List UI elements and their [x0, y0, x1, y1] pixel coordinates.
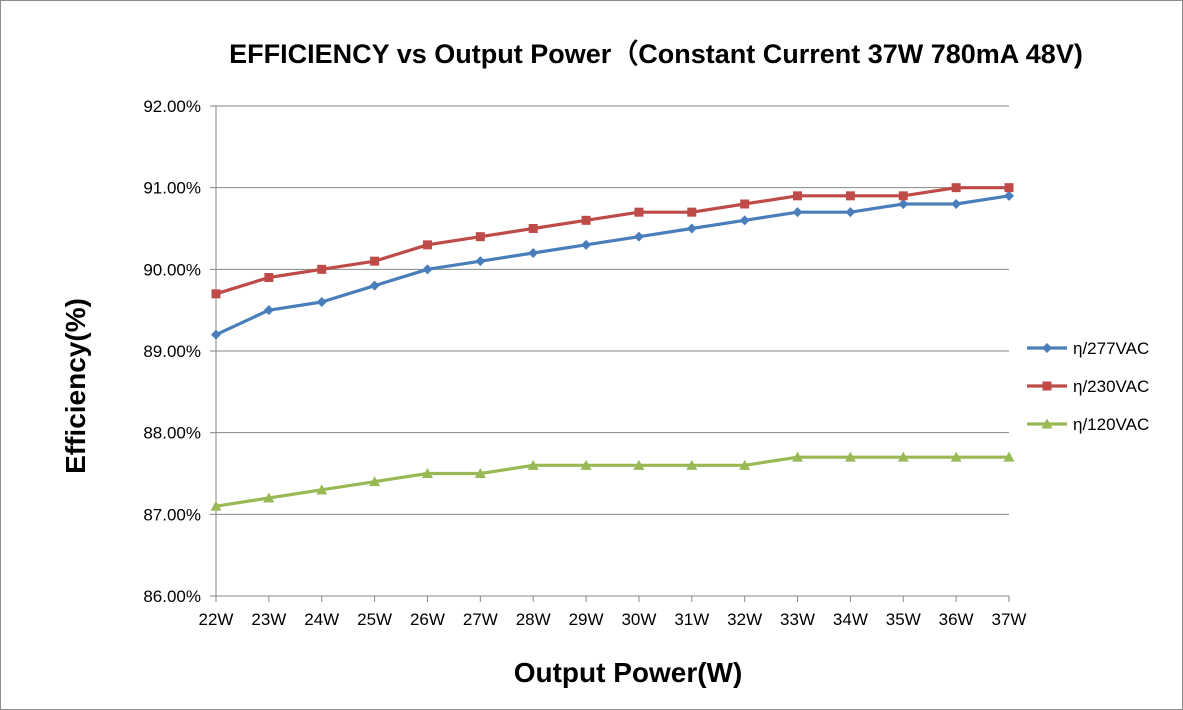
y-tick-label: 87.00% — [143, 505, 201, 524]
data-point — [686, 459, 698, 470]
data-point — [474, 468, 486, 478]
x-tick-label: 25W — [357, 610, 392, 629]
data-point — [581, 239, 592, 250]
data-point — [475, 256, 486, 267]
y-tick-label: 88.00% — [143, 424, 201, 443]
x-tick-label: 37W — [992, 610, 1027, 629]
x-tick-label: 26W — [410, 610, 445, 629]
y-tick-label: 92.00% — [143, 97, 201, 116]
data-point — [898, 191, 908, 201]
data-point — [475, 232, 485, 242]
series-line — [215, 455, 1009, 508]
data-point — [1004, 190, 1014, 201]
data-point — [633, 231, 644, 242]
legend-marker — [1042, 381, 1052, 391]
series-line — [215, 186, 1009, 296]
data-point — [369, 476, 381, 487]
data-point — [210, 500, 222, 511]
data-point — [951, 199, 962, 209]
data-point — [211, 329, 221, 340]
grid — [216, 105, 1009, 515]
data-point — [317, 264, 327, 274]
y-tick-label: 89.00% — [143, 342, 201, 361]
x-tick-label: 33W — [780, 610, 815, 629]
data-point — [422, 240, 432, 250]
data-point — [845, 191, 855, 201]
y-tick-label: 86.00% — [143, 587, 201, 606]
x-tick-label: 23W — [251, 610, 286, 629]
chart-title: EFFICIENCY vs Output Power（Constant Curr… — [229, 39, 1083, 69]
data-point — [845, 207, 856, 218]
legend-label: η/277VAC — [1073, 339, 1149, 358]
data-point — [793, 191, 803, 201]
data-point — [527, 459, 539, 470]
data-point — [1004, 183, 1014, 193]
x-tick-label: 31W — [674, 610, 709, 629]
data-point — [421, 468, 433, 478]
data-point — [528, 248, 539, 258]
y-tick-label: 91.00% — [143, 179, 201, 198]
x-tick-label: 28W — [516, 610, 551, 629]
data-point — [792, 451, 804, 462]
legend: η/277VAC η/230VAC η/120VAC — [1027, 339, 1149, 434]
legend-label: η/230VAC — [1073, 377, 1149, 396]
series-line — [215, 194, 1010, 337]
data-point — [369, 280, 380, 291]
data-point — [687, 207, 697, 217]
data-point — [370, 256, 380, 266]
data-point — [739, 459, 751, 470]
data-point — [739, 215, 750, 226]
y-tick-label: 90.00% — [143, 260, 201, 279]
series-2 — [210, 451, 1015, 511]
x-tick-label: 29W — [569, 610, 604, 629]
data-point — [316, 484, 328, 495]
data-point — [950, 451, 962, 462]
data-point — [422, 264, 433, 275]
data-point — [263, 305, 274, 316]
legend-label: η/120VAC — [1073, 415, 1149, 434]
x-tick-label: 22W — [199, 610, 234, 629]
y-axis-title: Efficiency(%) — [60, 298, 91, 474]
data-point — [528, 224, 538, 233]
legend-marker — [1041, 418, 1053, 429]
data-point — [581, 215, 591, 225]
x-tick-label: 34W — [833, 610, 868, 629]
data-point — [686, 223, 697, 234]
legend-marker — [1042, 343, 1052, 353]
data-point — [898, 199, 909, 209]
data-point — [897, 451, 909, 462]
data-point — [211, 289, 221, 299]
data-point — [951, 183, 961, 193]
data-point — [633, 459, 645, 470]
data-point — [844, 451, 856, 462]
data-point — [740, 199, 750, 209]
axes: 86.00% 87.00% 88.00% 89.00% 90.00% 91.00% 92.0… — [143, 97, 1026, 629]
data-point — [316, 297, 327, 307]
series-1 — [211, 183, 1014, 299]
x-tick-label: 32W — [727, 610, 762, 629]
data-point — [634, 207, 644, 217]
x-tick-label: 27W — [463, 610, 498, 629]
series-0 — [211, 190, 1014, 340]
x-tick-label: 30W — [621, 610, 656, 629]
data-point — [264, 273, 274, 282]
x-tick-label: 35W — [886, 610, 921, 629]
data-point — [1003, 451, 1015, 462]
series — [210, 183, 1015, 511]
data-point — [580, 459, 592, 470]
data-point — [263, 492, 275, 503]
x-axis-title: Output Power(W) — [514, 657, 743, 688]
x-tick-label: 36W — [939, 610, 974, 629]
x-tick-label: 24W — [304, 610, 339, 629]
data-point — [792, 207, 803, 218]
